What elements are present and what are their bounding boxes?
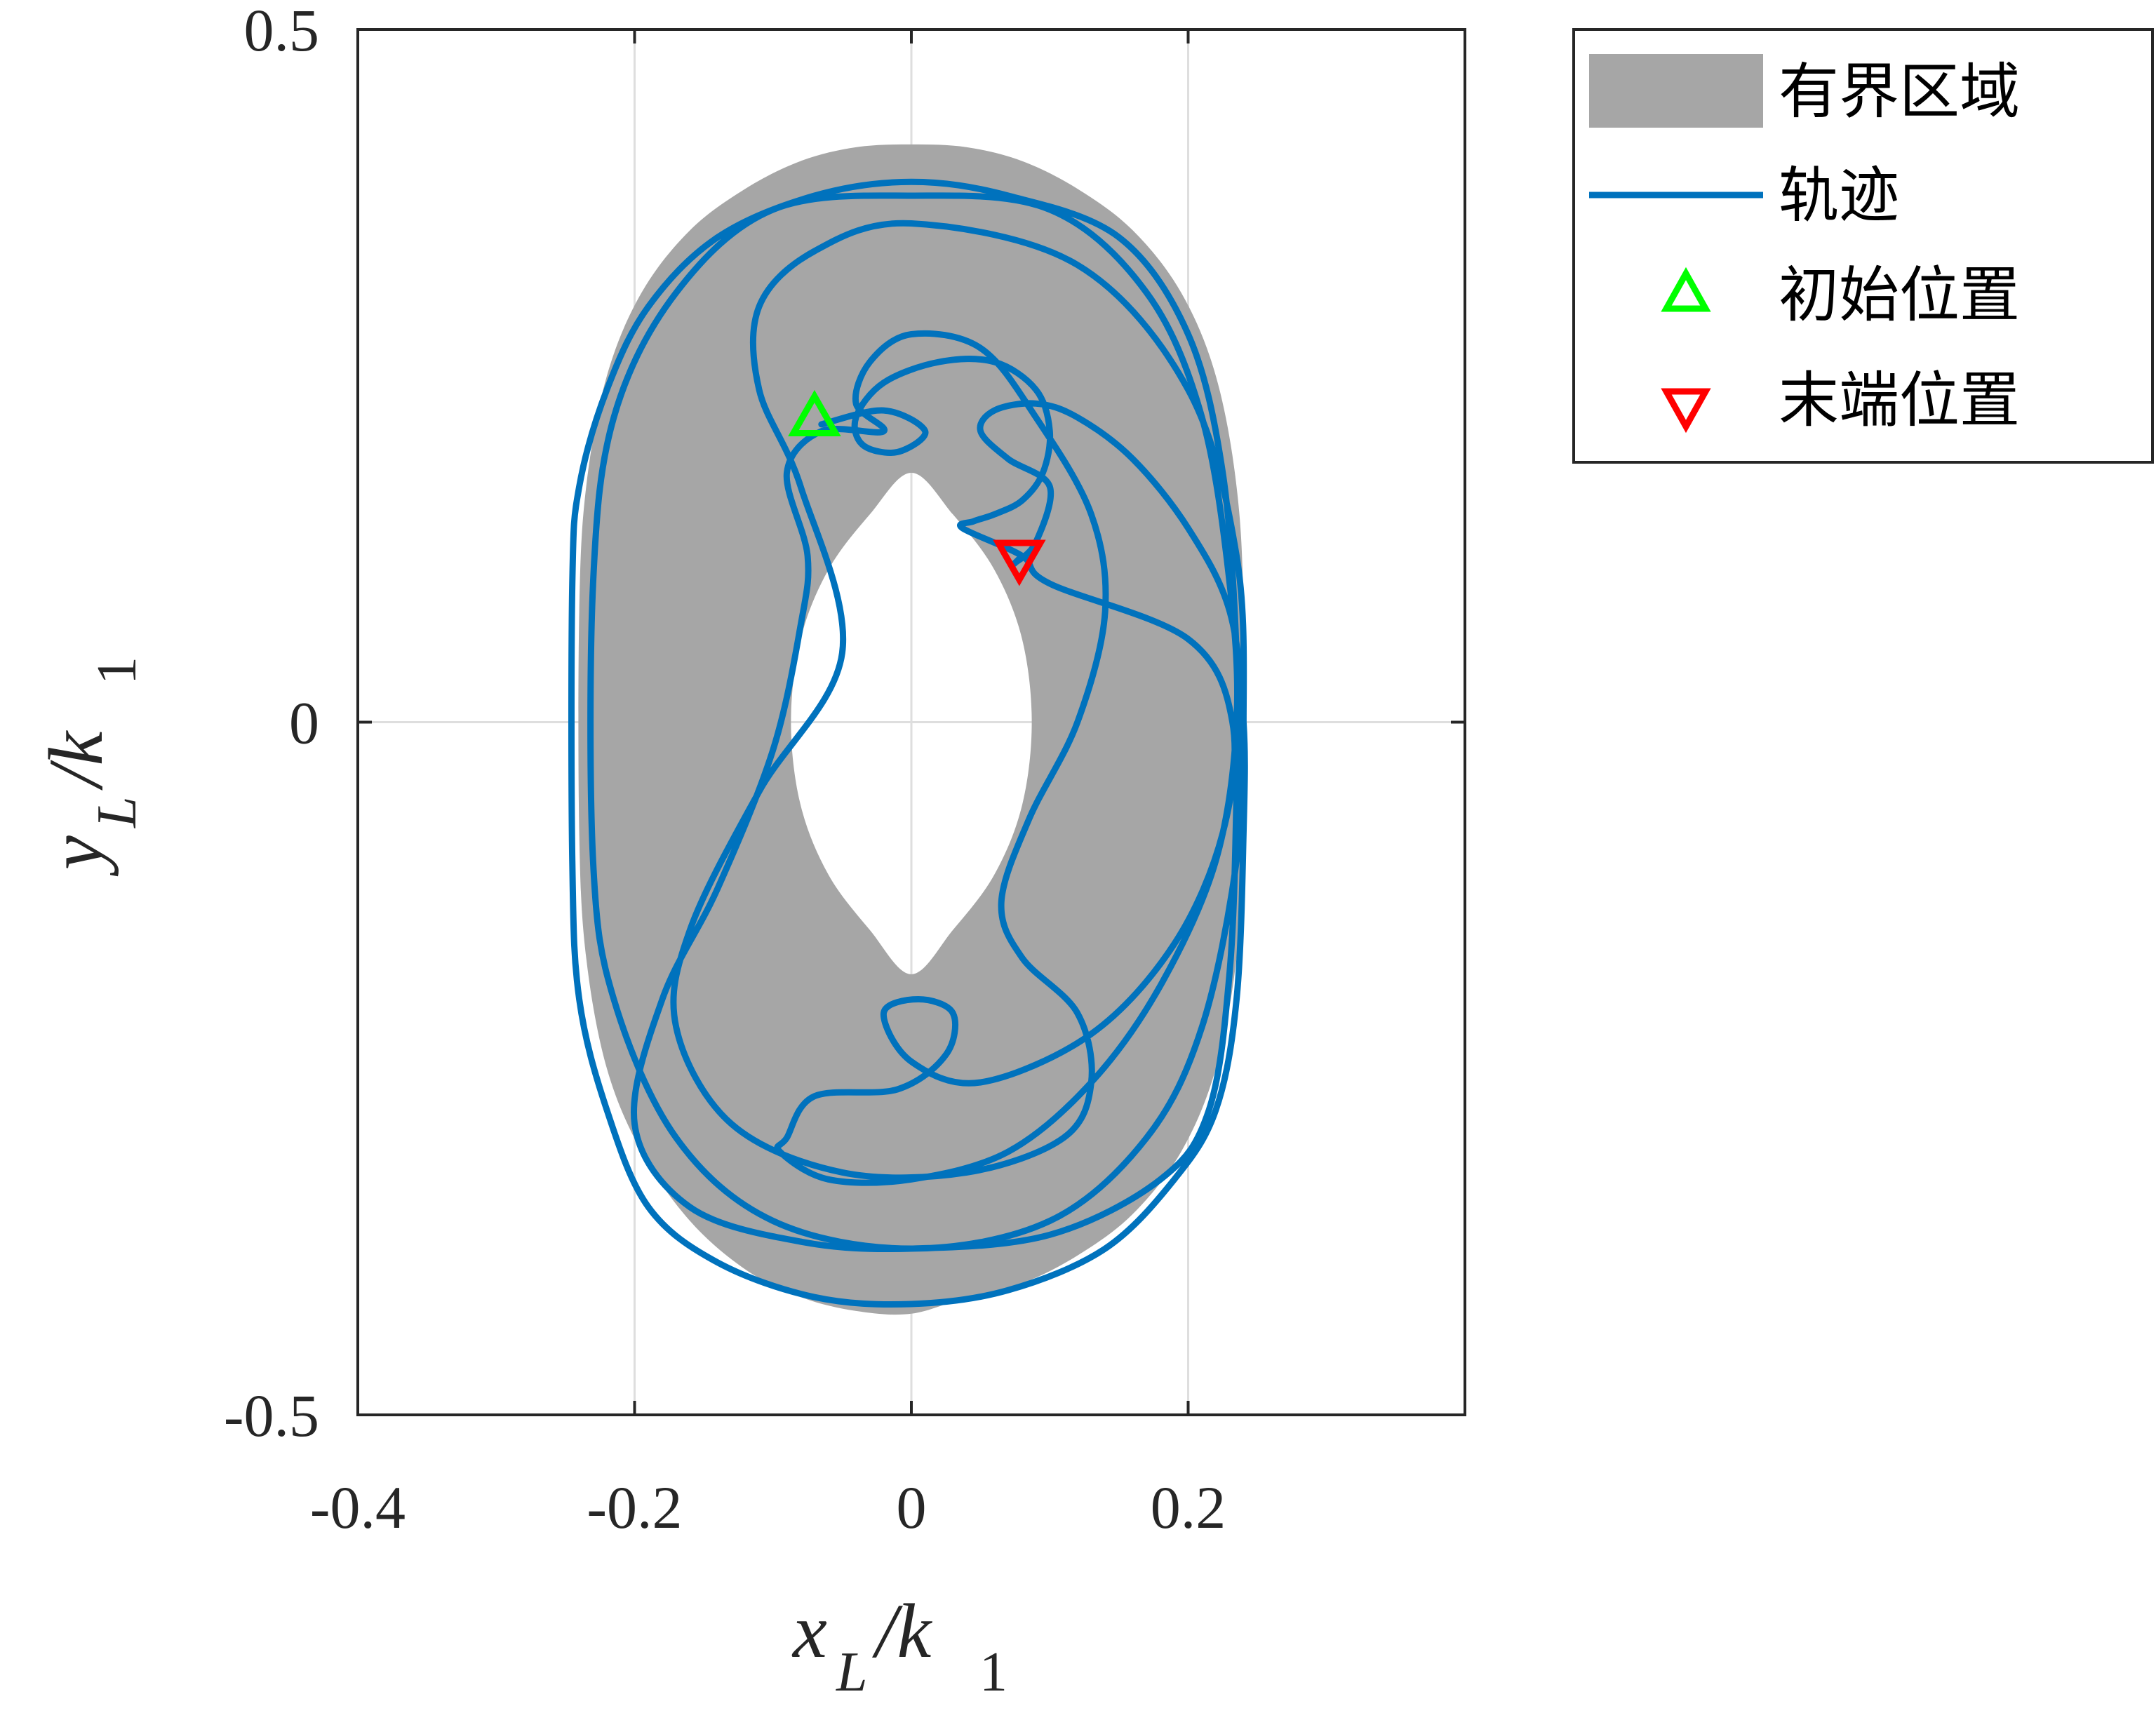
legend-label-region: 有界区域 — [1779, 57, 2020, 127]
axis-ticks: -0.4 -0.2 0 0.2 -0.5 0 0.5 — [224, 0, 1465, 1541]
y-axis-label: y L /k 1 — [33, 657, 148, 877]
trajectory-line — [568, 178, 1248, 1308]
x-axis-label-sub: L — [836, 1641, 868, 1703]
legend: 有界区域 轨迹 初始位置 末端位置 — [1572, 28, 2154, 464]
y-tick-label-1: 0 — [289, 690, 319, 757]
bounded-region — [578, 144, 1245, 1315]
x-tick-label-2: 0 — [897, 1474, 927, 1541]
x-tick-label-3: 0.2 — [1151, 1474, 1226, 1541]
y-axis-label-main: y — [33, 835, 119, 877]
x-axis-label-main: x — [791, 1588, 827, 1674]
y-axis-label-sub: L — [86, 797, 148, 829]
y-axis-label-rest: /k — [33, 730, 119, 791]
legend-label-end: 末端位置 — [1779, 365, 2020, 436]
legend-label-trajectory: 轨迹 — [1779, 161, 1899, 231]
y-tick-label-0: -0.5 — [224, 1382, 319, 1449]
legend-label-start: 初始位置 — [1779, 260, 2020, 330]
markers — [788, 389, 1046, 586]
x-axis-label: x L /k 1 — [791, 1588, 1007, 1703]
legend-start-marker — [1661, 267, 1711, 312]
end-marker — [993, 539, 1046, 586]
y-tick-label-2: 0.5 — [244, 0, 320, 64]
x-axis-label-rest-sub: 1 — [979, 1641, 1007, 1703]
legend-end-marker — [1661, 388, 1711, 434]
x-axis-label-rest: /k — [871, 1588, 933, 1674]
x-tick-label-1: -0.2 — [587, 1474, 682, 1541]
y-axis-label-rest-sub: 1 — [86, 657, 148, 685]
start-marker — [788, 389, 841, 436]
x-tick-label-0: -0.4 — [310, 1474, 406, 1541]
legend-region-swatch — [1589, 54, 1763, 128]
